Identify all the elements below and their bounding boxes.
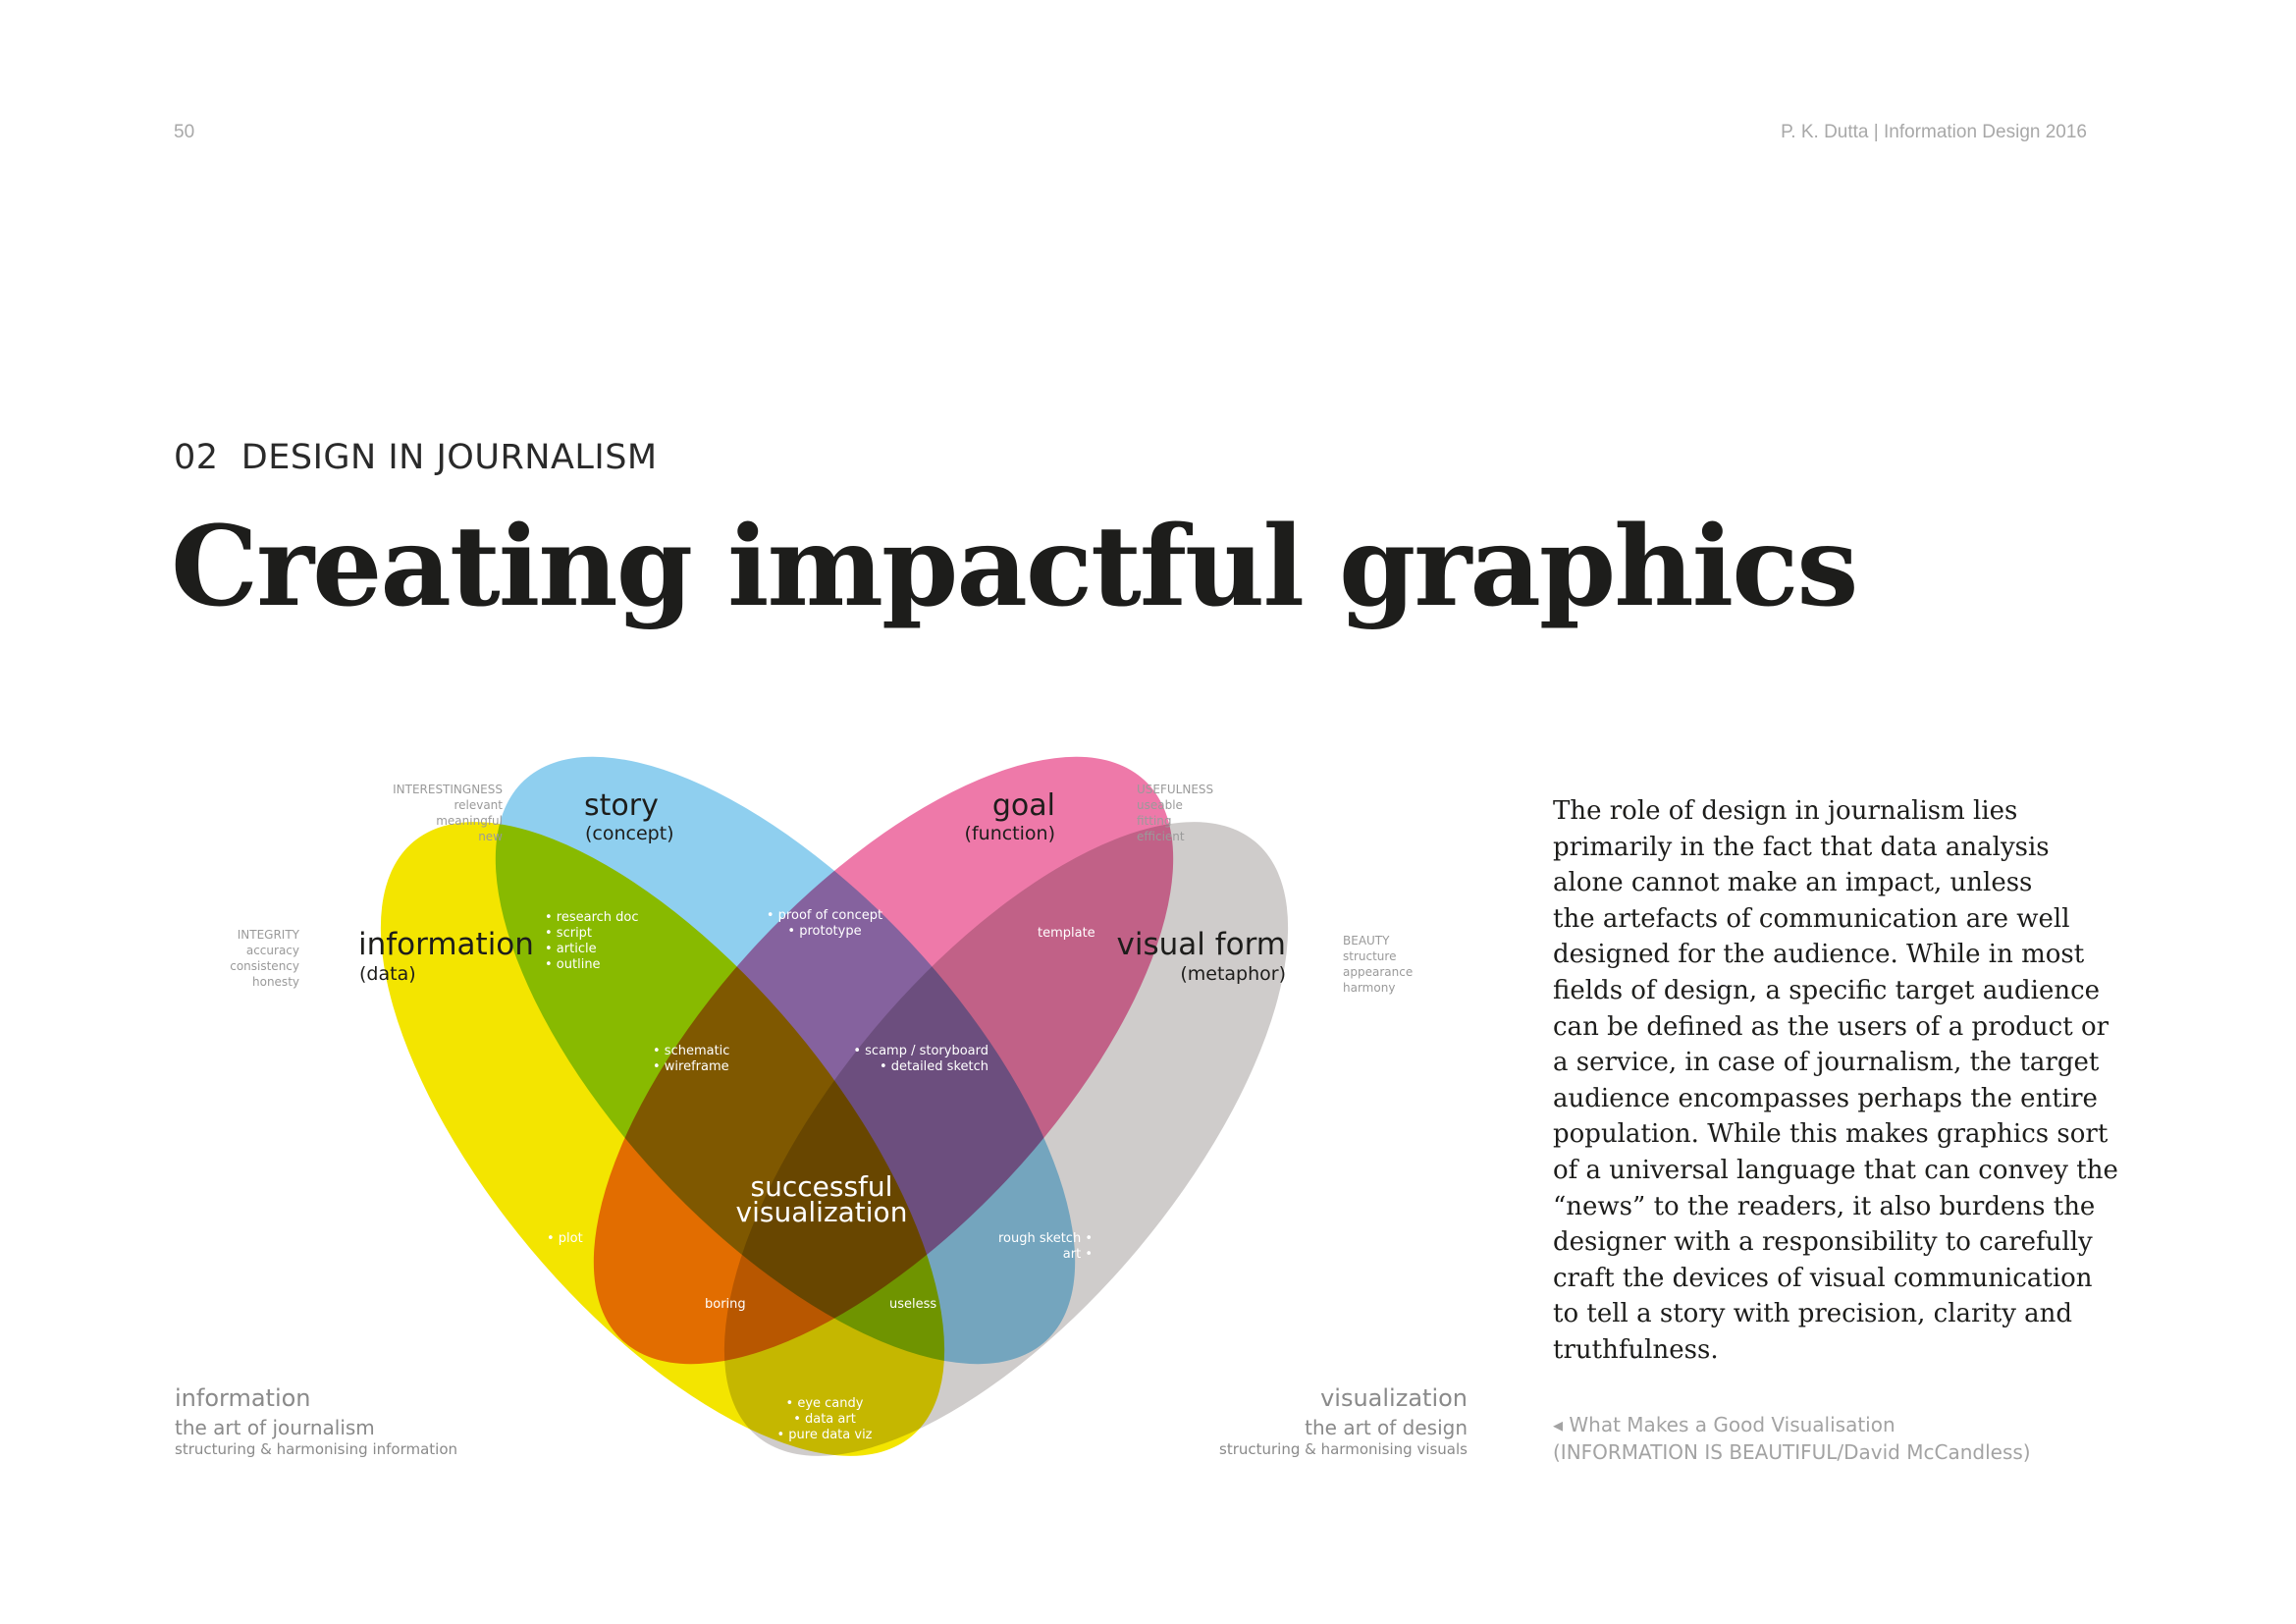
- region-story-goal: • proof of concept • prototype: [767, 908, 882, 939]
- region-line: • prototype: [787, 924, 861, 939]
- body-line: can be defined as the users of a product…: [1553, 1011, 2109, 1042]
- body-line: audience encompasses perhaps the entire: [1553, 1083, 2098, 1113]
- region-line: • eye candy: [786, 1396, 864, 1411]
- visual-form-subtitle: (metaphor): [1180, 963, 1286, 985]
- footer-left-small: structuring & harmonising information: [175, 1440, 457, 1458]
- region-info-story-goal: • schematic • wireframe: [653, 1044, 729, 1074]
- note-line: USEFULNESS: [1137, 783, 1213, 796]
- body-line: craft the devices of visual communicatio…: [1553, 1263, 2093, 1293]
- body-line: alone cannot make an impact, unless: [1553, 868, 2033, 898]
- note-line: meaningful: [436, 814, 503, 828]
- body-paragraph: The role of design in journalism lies pr…: [1553, 793, 2118, 1369]
- note-line: structure: [1343, 949, 1396, 963]
- region-line: rough sketch •: [998, 1231, 1093, 1246]
- region-line: • proof of concept: [767, 908, 882, 923]
- note-line: INTEGRITY: [238, 928, 300, 942]
- region-line: • detailed sketch: [880, 1059, 988, 1074]
- region-story-goal-visual: • scamp / storyboard • detailed sketch: [853, 1044, 988, 1074]
- region-line: • script: [545, 926, 592, 941]
- running-head: P. K. Dutta | Information Design 2016: [1781, 122, 2087, 142]
- note-line: efficient: [1137, 830, 1185, 843]
- region-line: • schematic: [653, 1044, 729, 1058]
- page-number: 50: [174, 122, 195, 142]
- region-line: • pure data viz: [776, 1428, 872, 1442]
- figure-caption: ◂ What Makes a Good Visualisation (INFOR…: [1553, 1411, 2031, 1466]
- region-plot: • plot: [547, 1231, 583, 1246]
- story-title: story: [584, 788, 659, 823]
- body-line: designer with a responsibility to carefu…: [1553, 1227, 2093, 1258]
- body-line: designed for the audience. While in most: [1553, 940, 2085, 970]
- note-line: relevant: [454, 798, 503, 812]
- caption-line: (INFORMATION IS BEAUTIFUL/David McCandle…: [1553, 1440, 2031, 1464]
- body-line: The role of design in journalism lies: [1553, 796, 2018, 826]
- region-line: • data art: [793, 1412, 856, 1427]
- ellipse-goal: [593, 756, 1174, 1365]
- information-subtitle: (data): [359, 963, 416, 985]
- note-line: new: [478, 830, 503, 843]
- note-line: appearance: [1343, 965, 1413, 979]
- body-line: a service, in case of journalism, the ta…: [1553, 1048, 2100, 1078]
- footer-left: information the art of journalism struct…: [175, 1384, 457, 1458]
- visual-form-title: visual form: [1117, 927, 1287, 962]
- venn-diagram: story (concept) goal (function) informat…: [175, 756, 1468, 1458]
- body-line: of a universal language that can convey …: [1553, 1155, 2118, 1185]
- body-line: population. While this makes graphics so…: [1553, 1119, 2109, 1150]
- region-boring: boring: [705, 1297, 746, 1312]
- region-line: • outline: [545, 957, 601, 972]
- note-line: fitting: [1137, 814, 1172, 828]
- region-line: • research doc: [545, 910, 639, 925]
- region-info-story: • research doc • script • article • outl…: [545, 910, 639, 972]
- region-useless: useless: [889, 1297, 936, 1312]
- page-title: Creating impactful graphics: [171, 503, 1858, 631]
- region-template: template: [1038, 926, 1095, 941]
- footer-left-title: information: [175, 1384, 311, 1412]
- body-line: to tell a story with precision, clarity …: [1553, 1299, 2073, 1329]
- caption-line: ◂ What Makes a Good Visualisation: [1553, 1413, 1896, 1436]
- center-line: visualization: [736, 1196, 908, 1228]
- footer-right-title: visualization: [1320, 1384, 1468, 1412]
- region-line: • wireframe: [653, 1059, 729, 1074]
- body-line: the artefacts of communication are well: [1553, 903, 2070, 934]
- region-line: • article: [545, 942, 597, 956]
- region-rough-sketch: rough sketch • art •: [998, 1231, 1093, 1262]
- region-center: successful visualization: [736, 1170, 908, 1228]
- footer-right-sub: the art of design: [1305, 1416, 1468, 1439]
- information-title: information: [358, 927, 534, 962]
- note-integrity: INTEGRITY accuracy consistency honesty: [230, 928, 299, 989]
- note-line: useable: [1137, 798, 1183, 812]
- region-line: art •: [1063, 1247, 1093, 1262]
- note-line: accuracy: [246, 944, 299, 957]
- note-line: harmony: [1343, 981, 1395, 995]
- body-line: “news” to the readers, it also burdens t…: [1553, 1191, 2096, 1221]
- body-line: truthfulness.: [1553, 1334, 1719, 1365]
- body-line: fields of design, a specific target audi…: [1553, 975, 2101, 1005]
- note-usefulness: USEFULNESS useable fitting efficient: [1137, 783, 1213, 843]
- note-line: BEAUTY: [1343, 934, 1390, 947]
- region-bottom: • eye candy • data art • pure data viz: [776, 1396, 872, 1442]
- goal-subtitle: (function): [965, 823, 1055, 844]
- note-line: INTERESTINGNESS: [393, 783, 503, 796]
- center-line: successful: [751, 1170, 893, 1203]
- body-line: primarily in the fact that data analysis: [1553, 832, 2050, 862]
- note-interestingness: INTERESTINGNESS relevant meaningful new: [393, 783, 503, 843]
- footer-right-small: structuring & harmonising visuals: [1219, 1440, 1468, 1458]
- note-line: consistency: [230, 959, 299, 973]
- story-subtitle: (concept): [585, 823, 674, 844]
- footer-right: visualization the art of design structur…: [1219, 1384, 1468, 1458]
- section-label: 02 DESIGN IN JOURNALISM: [174, 438, 658, 477]
- note-beauty: BEAUTY structure appearance harmony: [1343, 934, 1413, 995]
- note-line: honesty: [252, 975, 299, 989]
- footer-left-sub: the art of journalism: [175, 1416, 375, 1439]
- region-line: • scamp / storyboard: [853, 1044, 988, 1058]
- goal-title: goal: [992, 788, 1055, 823]
